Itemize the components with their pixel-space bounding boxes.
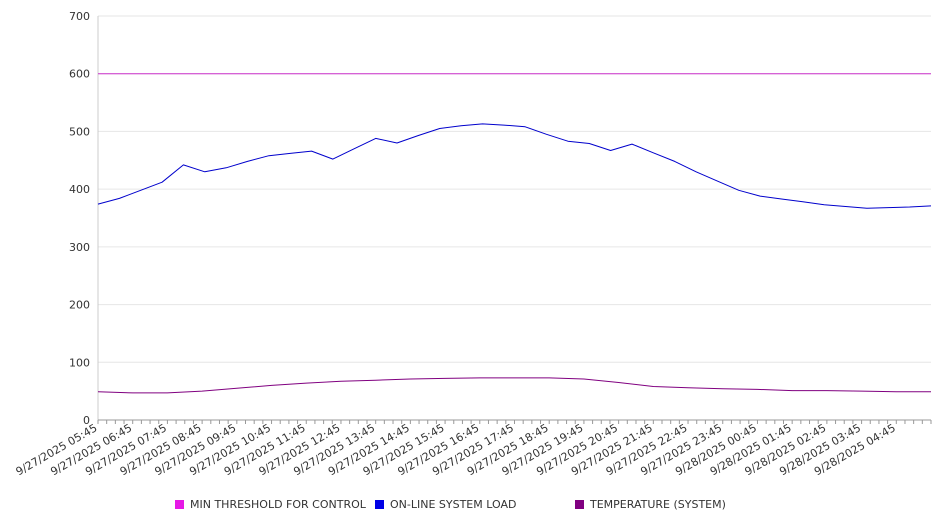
- y-tick-label: 300: [69, 241, 90, 254]
- legend-swatch-system-load: [375, 500, 384, 509]
- series-lines: [97, 73, 932, 394]
- legend-swatch-min-threshold: [175, 500, 184, 509]
- legend-label-temperature: TEMPERATURE (SYSTEM): [590, 498, 726, 511]
- legend-item-min-threshold[interactable]: MIN THRESHOLD FOR CONTROL: [175, 498, 366, 511]
- y-tick-label: 0: [83, 414, 90, 427]
- y-tick-label: 400: [69, 183, 90, 196]
- chart-legend: MIN THRESHOLD FOR CONTROL ON-LINE SYSTEM…: [0, 498, 946, 514]
- y-tick-label: 700: [69, 10, 90, 23]
- legend-label-min-threshold: MIN THRESHOLD FOR CONTROL: [190, 498, 366, 511]
- series-line-2: [97, 377, 931, 394]
- y-tick-label: 500: [69, 125, 90, 138]
- legend-label-system-load: ON-LINE SYSTEM LOAD: [390, 498, 517, 511]
- grid-lines: [98, 15, 931, 363]
- legend-item-temperature[interactable]: TEMPERATURE (SYSTEM): [575, 498, 726, 511]
- legend-swatch-temperature: [575, 500, 584, 509]
- x-axis: 9/27/2025 05:459/27/2025 06:459/27/2025 …: [14, 419, 932, 478]
- y-tick-label: 200: [69, 299, 90, 312]
- series-line-1: [97, 123, 932, 209]
- y-tick-label: 100: [69, 356, 90, 369]
- y-axis: 0 100 200 300 400 500 600 700: [69, 10, 99, 427]
- legend-item-system-load[interactable]: ON-LINE SYSTEM LOAD: [375, 498, 516, 511]
- y-tick-label: 600: [69, 68, 90, 81]
